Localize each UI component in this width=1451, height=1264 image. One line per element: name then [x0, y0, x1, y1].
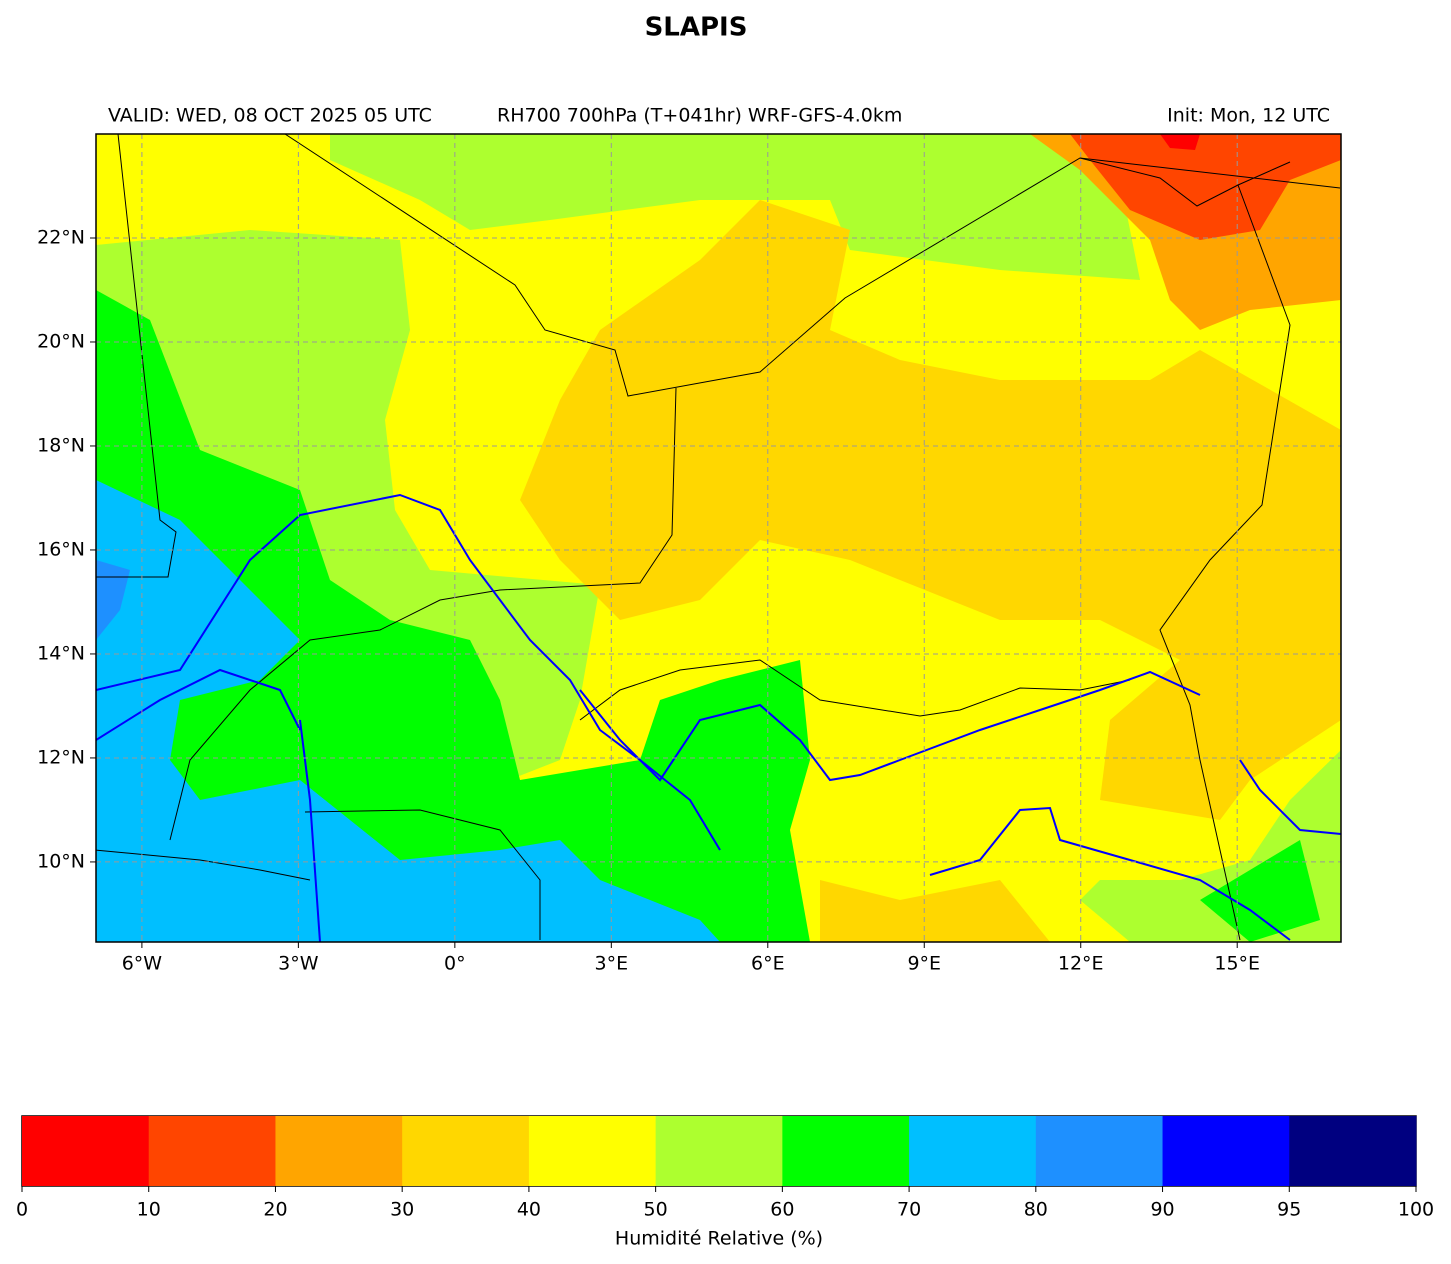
init-time: Init: Mon, 12 UTC — [1167, 105, 1330, 127]
colorbar-tick-label: 95 — [1277, 1199, 1301, 1221]
x-tick-label: 6°W — [122, 953, 163, 975]
y-tick-label: 22°N — [37, 226, 85, 248]
y-tick-label: 18°N — [37, 434, 85, 456]
colorbar-tick-label: 50 — [644, 1199, 668, 1221]
colorbar-segment — [909, 1116, 1037, 1186]
colorbar-tick-label: 10 — [137, 1199, 161, 1221]
colorbar-segment — [655, 1116, 783, 1186]
colorbar-label: Humidité Relative (%) — [615, 1228, 823, 1250]
colorbar-tick-label: 0 — [16, 1199, 28, 1221]
colorbar-tick-label: 100 — [1398, 1199, 1434, 1221]
colorbar-segment — [1289, 1116, 1417, 1186]
colorbar-tick-label: 60 — [770, 1199, 794, 1221]
colorbar-segment — [1162, 1116, 1290, 1186]
product: RH700 700hPa (T+041hr) WRF-GFS-4.0km — [497, 105, 902, 127]
y-tick-label: 10°N — [37, 850, 85, 872]
y-tick-label: 20°N — [37, 330, 85, 352]
x-tick-label: 3°W — [278, 953, 319, 975]
graticule — [96, 134, 1341, 942]
colorbar-segment — [148, 1116, 276, 1186]
colorbar-segment — [275, 1116, 403, 1186]
colorbar-segment — [1035, 1116, 1164, 1186]
x-tick-label: 9°E — [907, 953, 941, 975]
colorbar-segment — [782, 1116, 910, 1186]
x-tick-label: 15°E — [1214, 953, 1260, 975]
colorbar-segment — [402, 1116, 530, 1186]
y-tick-label: 14°N — [37, 642, 85, 664]
colorbar-segment — [528, 1116, 657, 1186]
title: SLAPIS — [645, 13, 748, 43]
colorbar-tick-label: 40 — [517, 1199, 541, 1221]
colorbar-tick-label: 70 — [897, 1199, 921, 1221]
colorbar-tick-label: 90 — [1150, 1199, 1174, 1221]
y-tick-label: 16°N — [37, 538, 85, 560]
field — [96, 134, 1341, 942]
colorbar-tick-label: 20 — [263, 1199, 287, 1221]
valid-time: VALID: WED, 08 OCT 2025 05 UTC — [108, 105, 432, 127]
colorbar-segment — [22, 1116, 150, 1186]
colorbar-tick-label: 80 — [1024, 1199, 1048, 1221]
y-tick-label: 12°N — [37, 746, 85, 768]
x-tick-label: 3°E — [595, 953, 629, 975]
colorbar-tick-label: 30 — [390, 1199, 414, 1221]
x-tick-label: 0° — [444, 953, 466, 975]
x-tick-label: 6°E — [751, 953, 785, 975]
x-tick-label: 12°E — [1058, 953, 1104, 975]
map-frame — [95, 133, 1342, 943]
